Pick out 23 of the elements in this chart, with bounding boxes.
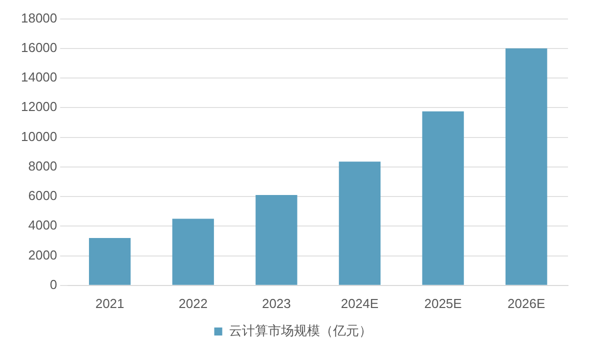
x-tick-label: 2022 — [178, 296, 208, 311]
y-tick-label: 2000 — [28, 247, 58, 262]
x-tick-label: 2021 — [95, 296, 124, 311]
y-tick-label: 8000 — [28, 158, 58, 174]
y-tick-label: 4000 — [28, 218, 58, 233]
legend-label: 云计算市场规模（亿元） — [228, 323, 372, 338]
bar — [172, 218, 214, 285]
y-tick-label: 14000 — [20, 70, 58, 85]
y-tick-label: 10000 — [20, 128, 58, 144]
y-tick-label: 18000 — [20, 10, 58, 26]
y-tick-label: 6000 — [28, 188, 58, 204]
bar — [506, 48, 548, 285]
bar — [338, 162, 381, 285]
x-tick-label: 2023 — [262, 296, 291, 311]
bar — [256, 195, 298, 285]
x-tick-label: 2024E — [340, 296, 379, 311]
y-tick-label: 16000 — [20, 40, 58, 55]
x-tick-label: 2026E — [508, 296, 546, 311]
y-tick-label: 0 — [50, 276, 58, 292]
bar — [422, 111, 464, 285]
x-tick-label: 2025E — [424, 296, 462, 311]
y-tick-label: 12000 — [20, 99, 58, 114]
bar — [88, 238, 131, 285]
